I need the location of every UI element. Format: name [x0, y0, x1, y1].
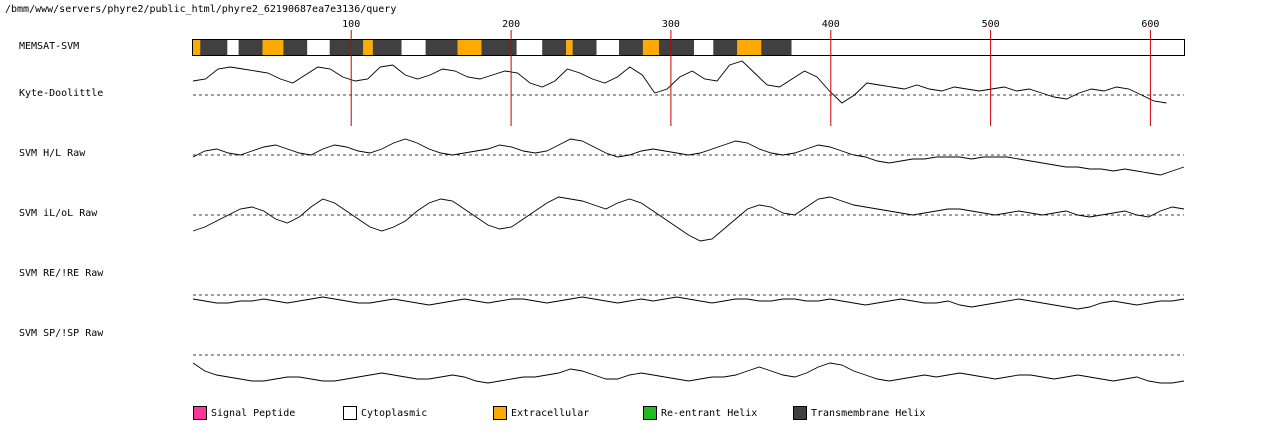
memsat-segment-extracellular — [457, 40, 482, 55]
legend-transmembrane-helix: Transmembrane Helix — [793, 405, 925, 421]
memsat-bar-outline — [192, 39, 1185, 56]
memsat-segment-transmembrane-helix — [572, 40, 597, 55]
memsat-bar — [192, 39, 1185, 56]
tick-label-200: 200 — [502, 19, 520, 30]
memsat-segment-transmembrane-helix — [238, 40, 263, 55]
track-label-memsat: MEMSAT-SVM — [19, 41, 80, 52]
memsat-segment-transmembrane-helix — [481, 40, 517, 55]
series-line-spisp — [192, 362, 1185, 384]
memsat-segment-transmembrane-helix — [329, 40, 364, 55]
memsat-segment-extracellular — [262, 40, 284, 55]
memsat-segment-cytoplasmic — [791, 40, 1184, 55]
legend-swatch-cytoplasmic — [343, 406, 357, 420]
memsat-segment-extracellular — [566, 40, 573, 55]
memsat-segment-transmembrane-helix — [761, 40, 792, 55]
memsat-segment-transmembrane-helix — [713, 40, 738, 55]
memsat-segment-transmembrane-helix — [658, 40, 695, 55]
memsat-segment-cytoplasmic — [516, 40, 543, 55]
legend-swatch-signal-peptide — [193, 406, 207, 420]
memsat-segment-transmembrane-helix — [619, 40, 643, 55]
memsat-segment-transmembrane-helix — [200, 40, 228, 55]
legend-label-extracellular: Extracellular — [511, 407, 590, 419]
tick-label-400: 400 — [822, 19, 840, 30]
series-lines — [192, 60, 1185, 384]
memsat-segment-extracellular — [642, 40, 659, 55]
tick-label-600: 600 — [1141, 19, 1159, 30]
memsat-segment-transmembrane-helix — [372, 40, 402, 55]
series-line-ilol — [192, 196, 1185, 242]
legend-extracellular: Extracellular — [493, 405, 589, 421]
legend-signal-peptide: Signal Peptide — [193, 405, 295, 421]
legend-swatch-reentrant-helix — [643, 406, 657, 420]
legend-label-reentrant-helix: Re-entrant Helix — [661, 407, 758, 419]
track-label-svm-spisp: SVM SP/!SP Raw — [19, 328, 104, 339]
legend-swatch-transmembrane-helix — [793, 406, 807, 420]
memsat-segment-transmembrane-helix — [542, 40, 567, 55]
memsat-segment-transmembrane-helix — [425, 40, 458, 55]
memsat-segment-cytoplasmic — [596, 40, 619, 55]
memsat-segment-cytoplasmic — [227, 40, 239, 55]
legend-cytoplasmic: Cytoplasmic — [343, 405, 427, 421]
legend-swatch-extracellular — [493, 406, 507, 420]
track-label-svm-hl: SVM H/L Raw — [19, 148, 86, 159]
position-markers: 100 200 300 400 500 600 — [342, 19, 1159, 126]
memsat-segment-cytoplasmic — [694, 40, 714, 55]
memsat-segment-transmembrane-helix — [283, 40, 308, 55]
legend-reentrant-helix: Re-entrant Helix — [643, 405, 757, 421]
legend-label-transmembrane-helix: Transmembrane Helix — [811, 407, 926, 419]
file-path: /bmm/www/servers/phyre2/public_html/phyr… — [5, 4, 397, 15]
memsat-segment-extracellular — [737, 40, 762, 55]
tick-label-300: 300 — [662, 19, 680, 30]
track-label-kyte-doolittle: Kyte-Doolittle — [19, 88, 104, 99]
track-label-svm-ilol: SVM iL/oL Raw — [19, 208, 98, 219]
memsat-segment-extracellular — [363, 40, 373, 55]
baselines — [193, 94, 1184, 356]
memsat-segment-extracellular — [193, 40, 201, 55]
memsat-segment-cytoplasmic — [401, 40, 426, 55]
tick-label-100: 100 — [342, 19, 360, 30]
legend-label-signal-peptide: Signal Peptide — [211, 407, 296, 419]
track-label-svm-reire: SVM RE/!RE Raw — [19, 268, 104, 279]
series-line-reire — [192, 296, 1185, 310]
tick-label-500: 500 — [982, 19, 1000, 30]
series-line-kd — [192, 60, 1167, 104]
topology-chart: 100 200 300 400 500 600 — [192, 19, 1185, 384]
memsat-segment-cytoplasmic — [307, 40, 330, 55]
legend-label-cytoplasmic: Cytoplasmic — [361, 407, 428, 419]
series-line-hl — [192, 138, 1185, 176]
